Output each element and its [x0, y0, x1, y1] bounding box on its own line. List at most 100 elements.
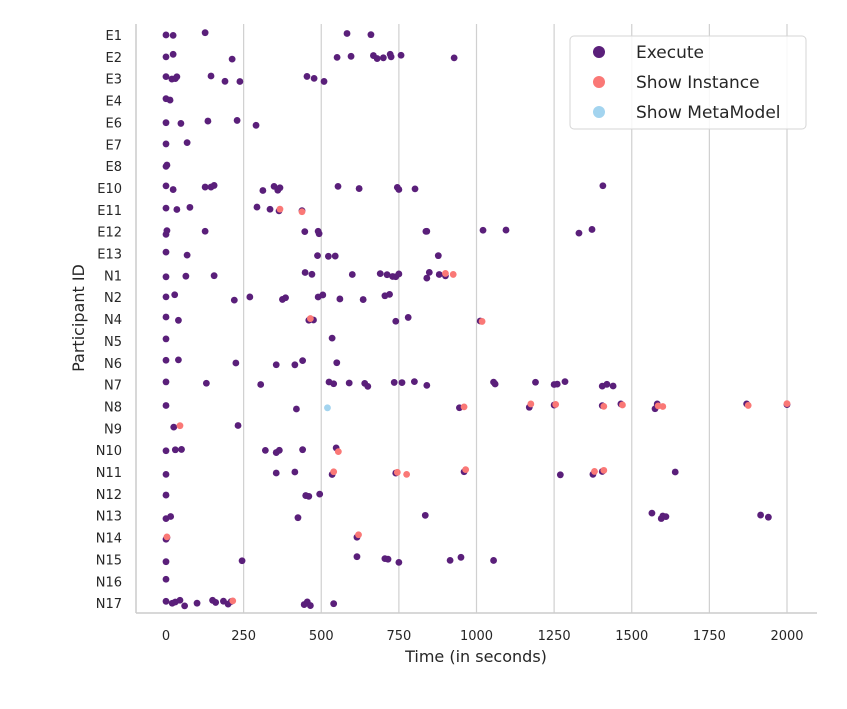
data-point-execute: [253, 203, 261, 211]
data-point-show-instance: [783, 400, 791, 408]
x-tick-label: 1250: [538, 629, 571, 644]
data-point-execute: [404, 314, 412, 321]
legend-label: Show MetaModel: [636, 103, 781, 123]
data-point-execute: [599, 182, 607, 190]
data-point-execute: [266, 205, 274, 213]
x-tick-label: 250: [231, 629, 256, 644]
data-point-execute: [395, 558, 403, 566]
data-point-execute: [423, 227, 431, 235]
data-point-execute: [162, 378, 170, 386]
data-point-execute: [228, 55, 236, 63]
data-point-execute: [395, 186, 403, 193]
data-point-execute: [310, 74, 318, 82]
data-point-show-instance: [334, 448, 342, 455]
data-point-show-instance: [442, 270, 449, 277]
data-point-show-instance: [527, 400, 535, 408]
data-point-execute: [162, 293, 170, 301]
data-point-execute: [162, 597, 170, 605]
data-point-show-instance: [276, 205, 284, 213]
data-point-execute: [275, 446, 283, 454]
data-point-show-instance: [552, 401, 560, 408]
data-point-execute: [532, 378, 539, 386]
data-point-execute: [282, 294, 289, 302]
data-point-execute: [336, 295, 344, 303]
data-point-execute: [319, 291, 327, 299]
data-point-execute: [291, 361, 299, 369]
data-point-execute: [671, 468, 679, 476]
data-point-execute: [348, 271, 356, 278]
data-point-execute: [314, 252, 321, 260]
data-point-execute: [299, 446, 307, 454]
data-point-execute: [425, 268, 433, 276]
data-point-execute: [479, 226, 487, 234]
y-tick-label: N1: [104, 269, 122, 284]
data-point-execute: [175, 356, 182, 364]
data-point-execute: [163, 227, 171, 234]
data-point-execute: [446, 556, 454, 564]
data-point-execute: [201, 183, 209, 191]
data-point-execute: [167, 513, 175, 520]
data-point-execute: [588, 226, 596, 233]
data-point-execute: [169, 186, 177, 193]
data-point-execute: [236, 78, 244, 85]
data-point-execute: [379, 54, 387, 62]
data-point-execute: [162, 575, 170, 583]
y-tick-label: N5: [104, 335, 122, 350]
data-point-execute: [367, 31, 375, 39]
data-point-execute: [334, 182, 342, 190]
data-point-execute: [303, 73, 311, 80]
data-point-execute: [316, 490, 324, 498]
y-tick-label: E8: [106, 160, 123, 175]
data-point-execute: [202, 379, 210, 387]
y-tick-label: E10: [97, 182, 122, 197]
data-point-execute: [276, 184, 284, 192]
data-point-execute: [162, 447, 170, 455]
data-point-execute: [291, 468, 299, 476]
data-point-execute: [502, 226, 510, 234]
y-tick-label: N11: [96, 466, 122, 481]
data-point-execute: [328, 334, 336, 342]
data-point-execute: [257, 381, 265, 388]
data-point-execute: [556, 471, 564, 479]
data-point-show-instance: [659, 403, 667, 410]
data-point-execute: [252, 121, 260, 129]
data-point-show-instance: [330, 468, 338, 476]
y-tick-label: N13: [96, 510, 122, 525]
x-tick-label: 1000: [460, 629, 493, 644]
data-point-execute: [386, 290, 393, 298]
data-point-execute: [347, 52, 355, 60]
data-point-execute: [162, 53, 170, 61]
data-point-execute: [423, 274, 431, 282]
y-tick-label: N7: [104, 379, 122, 394]
y-tick-label: E12: [97, 226, 122, 241]
y-axis-label: Participant ID: [69, 264, 88, 372]
data-point-execute: [434, 252, 442, 260]
data-point-execute: [662, 513, 670, 521]
data-point-execute: [333, 53, 341, 61]
x-tick-label: 1750: [693, 629, 726, 644]
y-tick-label: N15: [96, 553, 122, 568]
y-tick-label: N6: [104, 357, 122, 372]
data-point-execute: [355, 185, 363, 192]
data-point-show-instance: [619, 401, 626, 409]
data-point-execute: [603, 380, 611, 388]
y-tick-label: E13: [97, 248, 122, 263]
data-point-execute: [390, 379, 398, 386]
legend-label: Show Instance: [636, 73, 760, 93]
y-tick-label: E1: [106, 29, 123, 44]
x-tick-label: 750: [386, 629, 411, 644]
y-tick-label: N9: [104, 422, 122, 437]
data-point-execute: [169, 50, 177, 58]
y-tick-label: E4: [106, 95, 123, 110]
data-point-execute: [333, 359, 341, 367]
data-point-execute: [173, 206, 181, 213]
data-point-execute: [176, 596, 184, 604]
data-point-execute: [320, 78, 328, 85]
data-point-execute: [201, 29, 209, 37]
data-point-execute: [398, 379, 406, 386]
data-point-show-instance: [306, 315, 314, 322]
data-point-execute: [162, 273, 170, 281]
data-point-execute: [457, 553, 465, 561]
legend-marker: [593, 106, 605, 118]
data-point-execute: [259, 187, 267, 194]
